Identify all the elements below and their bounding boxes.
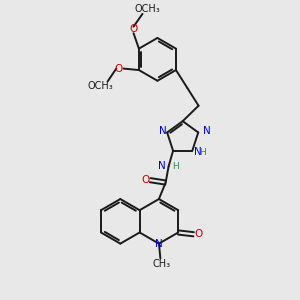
Text: OCH₃: OCH₃: [135, 4, 161, 14]
Text: H: H: [199, 148, 206, 157]
Text: N: N: [158, 126, 166, 136]
Text: N: N: [194, 147, 202, 157]
Text: OCH₃: OCH₃: [88, 80, 114, 91]
Text: H: H: [172, 162, 179, 171]
Text: N: N: [155, 239, 163, 249]
Text: O: O: [141, 175, 150, 185]
Text: O: O: [115, 64, 123, 74]
Text: N: N: [203, 126, 211, 136]
Text: O: O: [194, 229, 202, 239]
Text: N: N: [158, 161, 166, 171]
Text: CH₃: CH₃: [152, 259, 170, 269]
Text: O: O: [129, 24, 138, 34]
